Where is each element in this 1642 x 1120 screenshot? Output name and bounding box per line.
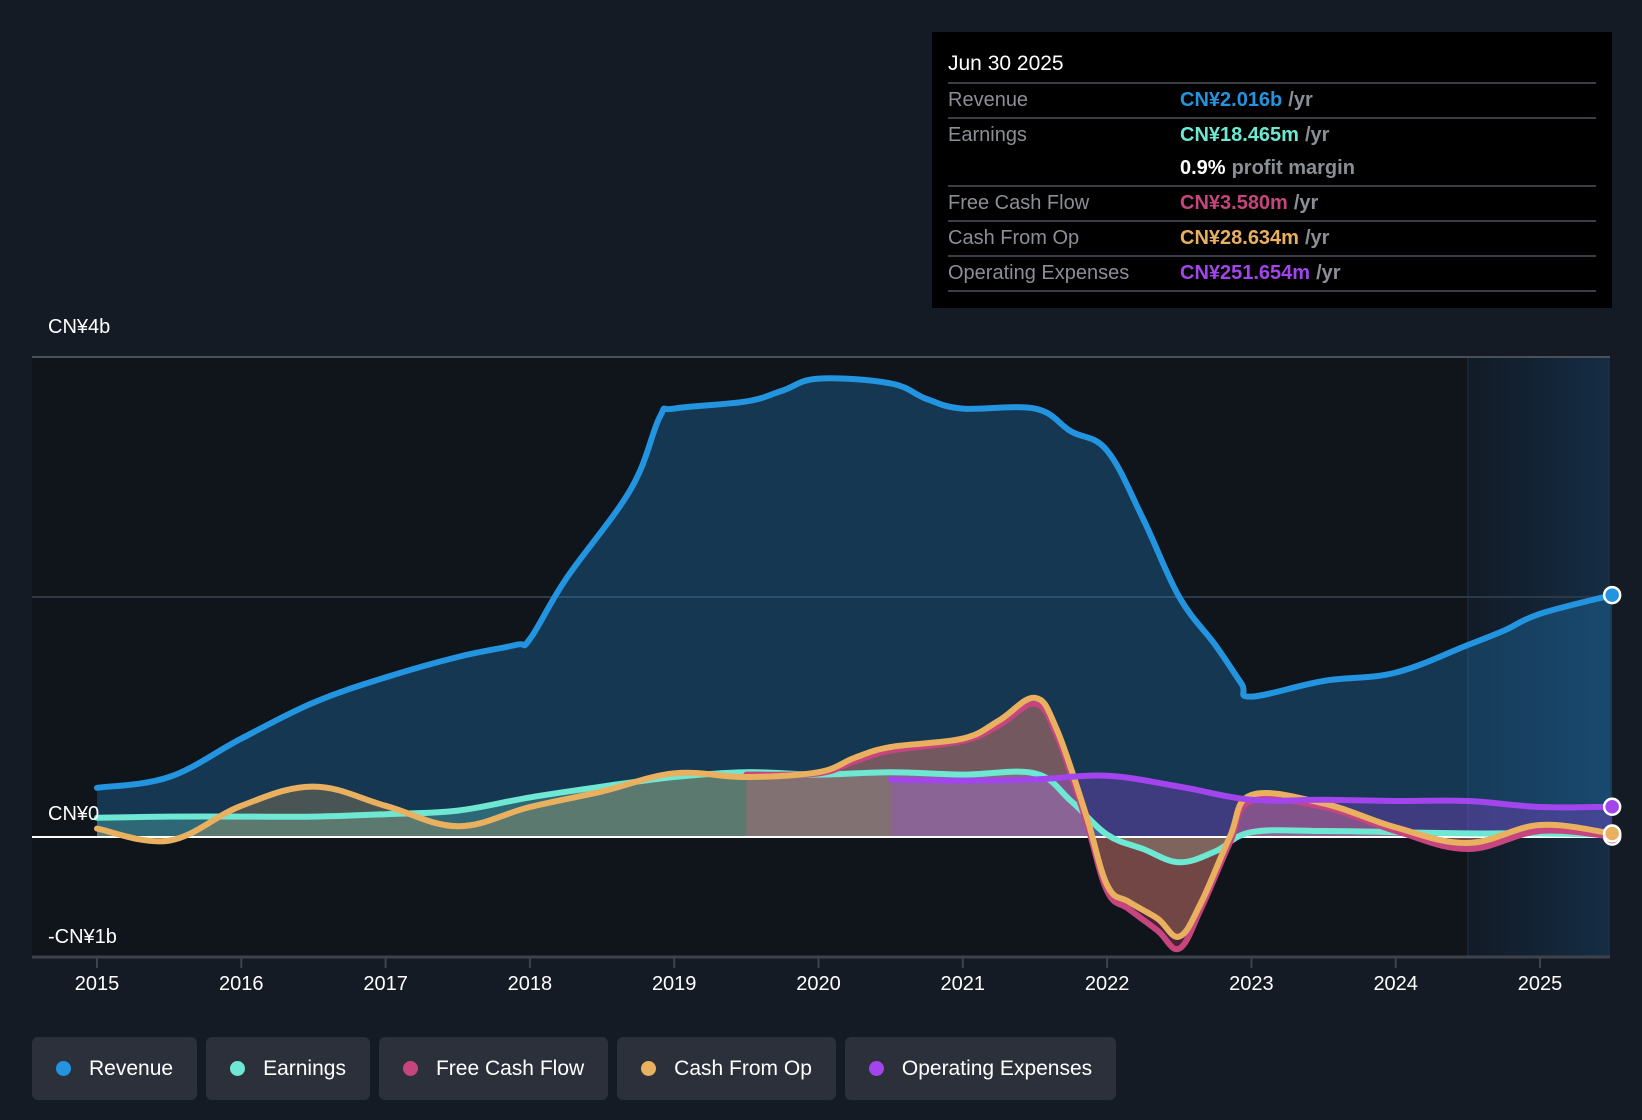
tooltip-label	[948, 152, 1180, 185]
tooltip-value: CN¥28.634m	[1180, 227, 1299, 249]
tooltip-panel: Jun 30 2025 Revenue CN¥2.016b /yr Earnin…	[932, 32, 1612, 308]
x-tick-label: 2015	[75, 973, 120, 995]
revenue-line	[94, 375, 1616, 791]
tooltip-row-earnings: Earnings CN¥18.465m /yr	[948, 119, 1596, 152]
tooltip-row-operating-expenses: Operating Expenses CN¥251.654m /yr	[948, 257, 1596, 292]
tooltip-value: CN¥3.580m	[1180, 192, 1288, 214]
revenue-end-marker[interactable]	[1602, 585, 1622, 605]
legend-toggle-cash-from-op[interactable]: Cash From Op	[617, 1037, 836, 1100]
tooltip-row-cash-from-op: Cash From Op CN¥28.634m /yr	[948, 222, 1596, 257]
legend-label: Operating Expenses	[901, 1056, 1093, 1080]
tooltip-row-free-cash-flow: Free Cash Flow CN¥3.580m /yr	[948, 187, 1596, 222]
tooltip-value: CN¥251.654m	[1180, 262, 1311, 284]
chart-legend: Revenue Earnings Free Cash Flow Cash Fro…	[32, 1037, 1117, 1100]
operating-expenses-end-marker[interactable]	[1602, 797, 1622, 817]
free-cash-flow-line	[743, 700, 1616, 953]
x-tick-label: 2018	[508, 973, 553, 995]
x-tick-label: 2019	[652, 973, 697, 995]
cash-from-op-end-marker[interactable]	[1602, 824, 1622, 843]
y-tick-label: CN¥0	[48, 803, 99, 825]
x-tick-label: 2023	[1229, 973, 1274, 995]
x-tick-label: 2025	[1518, 973, 1563, 995]
plot-background	[32, 357, 1610, 957]
free-cash-flow-area	[746, 703, 1613, 950]
legend-label: Cash From Op	[674, 1056, 812, 1080]
highlight-region	[1467, 357, 1610, 957]
tooltip-row-revenue: Revenue CN¥2.016b /yr	[948, 84, 1596, 119]
revenue-area	[97, 378, 1613, 837]
tooltip-value: 0.9%	[1180, 157, 1226, 179]
x-tick-label: 2021	[941, 973, 986, 995]
revenue-dot-icon	[56, 1061, 71, 1076]
tooltip-unit: /yr	[1316, 262, 1341, 284]
tooltip-value: CN¥18.465m	[1180, 124, 1299, 146]
tooltip-unit: /yr	[1304, 124, 1330, 146]
cash-from-op-area	[97, 697, 1613, 937]
tooltip-label: Cash From Op	[948, 227, 1080, 249]
operating-expenses-line	[887, 772, 1616, 811]
y-tick-label: CN¥4b	[48, 316, 110, 338]
tooltip-label: Free Cash Flow	[948, 192, 1090, 214]
earnings-line	[94, 768, 1616, 866]
tooltip-unit: /yr	[1304, 227, 1330, 249]
free-cash-flow-dot-icon	[402, 1061, 418, 1076]
legend-toggle-revenue[interactable]: Revenue	[32, 1037, 198, 1100]
tooltip-label: Revenue	[948, 89, 1029, 111]
x-tick-label: 2022	[1085, 973, 1130, 995]
legend-toggle-earnings[interactable]: Earnings	[206, 1037, 370, 1100]
tooltip-value: CN¥2.016b	[1180, 89, 1283, 111]
operating-expenses-area	[890, 775, 1613, 837]
legend-toggle-operating-expenses[interactable]: Operating Expenses	[844, 1037, 1117, 1100]
legend-toggle-free-cash-flow[interactable]: Free Cash Flow	[378, 1037, 609, 1100]
tooltip-date: Jun 30 2025	[948, 46, 1596, 84]
x-tick-label: 2020	[796, 973, 841, 995]
legend-label: Free Cash Flow	[435, 1056, 585, 1080]
financial-history-chart: CN¥4b CN¥0 -CN¥1b 2015 2016 2017 2018 2019 2020…	[32, 316, 1622, 995]
cash-from-op-line	[94, 694, 1616, 940]
earnings-dot-icon	[230, 1061, 246, 1076]
tooltip-unit: profit margin	[1231, 157, 1355, 179]
tooltip-unit: /yr	[1293, 192, 1319, 214]
earnings-area	[97, 771, 1613, 863]
tooltip-row-profit-margin: 0.9% profit margin	[948, 152, 1596, 187]
tooltip-unit: /yr	[1288, 89, 1313, 111]
legend-label: Earnings	[263, 1056, 346, 1080]
cash-from-op-dot-icon	[641, 1061, 657, 1076]
legend-label: Revenue	[89, 1056, 174, 1080]
x-tick-label: 2017	[363, 973, 408, 995]
tooltip-label: Operating Expenses	[948, 262, 1130, 284]
y-tick-label: -CN¥1b	[48, 926, 117, 948]
x-tick-label: 2024	[1373, 973, 1418, 995]
x-tick-label: 2016	[219, 973, 264, 995]
tooltip-label: Earnings	[948, 124, 1027, 146]
operating-expenses-dot-icon	[868, 1061, 884, 1076]
